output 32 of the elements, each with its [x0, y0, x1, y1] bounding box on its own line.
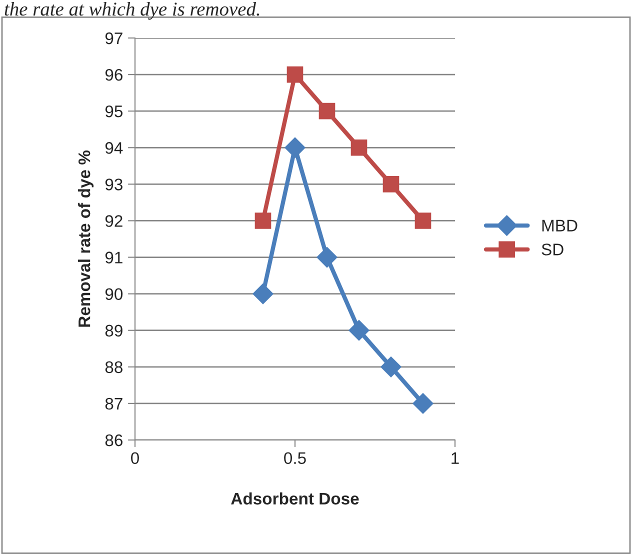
y-tick-label: 90 [105, 288, 123, 300]
x-tick-label: 0.5 [284, 452, 306, 464]
point [380, 356, 402, 378]
y-tick-label: 92 [105, 215, 122, 227]
x-axis-title: Adsorbent Dose [231, 492, 359, 505]
point [414, 212, 432, 229]
point [348, 320, 370, 341]
point [350, 139, 368, 156]
y-tick-label: 89 [105, 324, 122, 337]
text: the rate at which dye is removed. [4, 2, 260, 20]
y-tick-label: 87 [105, 398, 122, 410]
legend-label: SD [542, 244, 564, 256]
point [382, 176, 400, 192]
point [254, 212, 272, 229]
point [316, 246, 338, 268]
y-axis-title: Removal rate of dye % [78, 150, 94, 327]
point [284, 137, 306, 158]
point [318, 102, 336, 120]
y-tick-label: 94 [105, 142, 123, 154]
x-tick-label: 0 [131, 452, 139, 464]
y-tick-label: 88 [105, 361, 122, 374]
y-tick-label: 86 [105, 434, 122, 446]
x-tick-label: 1 [452, 452, 459, 464]
y-tick-label: 96 [105, 68, 122, 81]
y-tick-label: 91 [105, 252, 122, 264]
y-tick-label: 97 [105, 32, 122, 44]
y-tick-label: 93 [105, 178, 122, 190]
point [286, 66, 304, 83]
legend-label: MBD [542, 220, 578, 232]
point [412, 393, 434, 414]
y-tick-label: 95 [105, 105, 122, 118]
point [252, 283, 274, 304]
